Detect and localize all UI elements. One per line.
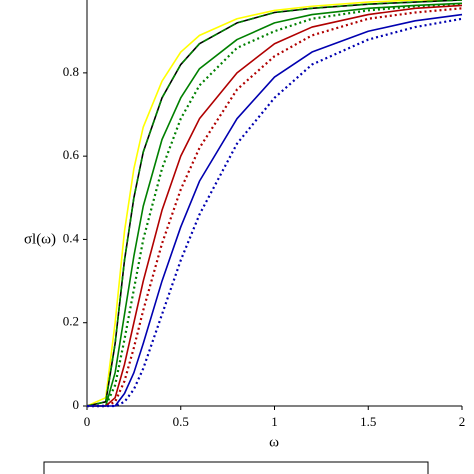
series-line <box>86 0 463 407</box>
series-line <box>87 3 463 408</box>
x-tick-label: 1 <box>271 414 278 429</box>
y-axis-label: σl(ω) <box>24 231 56 247</box>
series-line <box>86 0 462 407</box>
y-tick-label: 0.2 <box>63 314 79 329</box>
series-line <box>87 17 463 408</box>
x-tick-label: 0 <box>84 414 91 429</box>
x-tick-label: 0.5 <box>173 414 189 429</box>
legend-box <box>43 461 429 474</box>
x-axis-label: ω <box>269 434 279 450</box>
y-tick-label: 0 <box>73 397 80 412</box>
series-line <box>87 7 463 408</box>
y-tick-label: 0.8 <box>63 64 79 79</box>
y-tick-label: 0.4 <box>63 230 80 245</box>
x-tick-label: 2 <box>459 414 466 429</box>
series-line <box>87 4 463 407</box>
y-tick-label: 0.6 <box>63 147 80 162</box>
series-line <box>87 2 463 407</box>
x-tick-label: 1.5 <box>360 414 376 429</box>
series-line <box>87 13 463 407</box>
